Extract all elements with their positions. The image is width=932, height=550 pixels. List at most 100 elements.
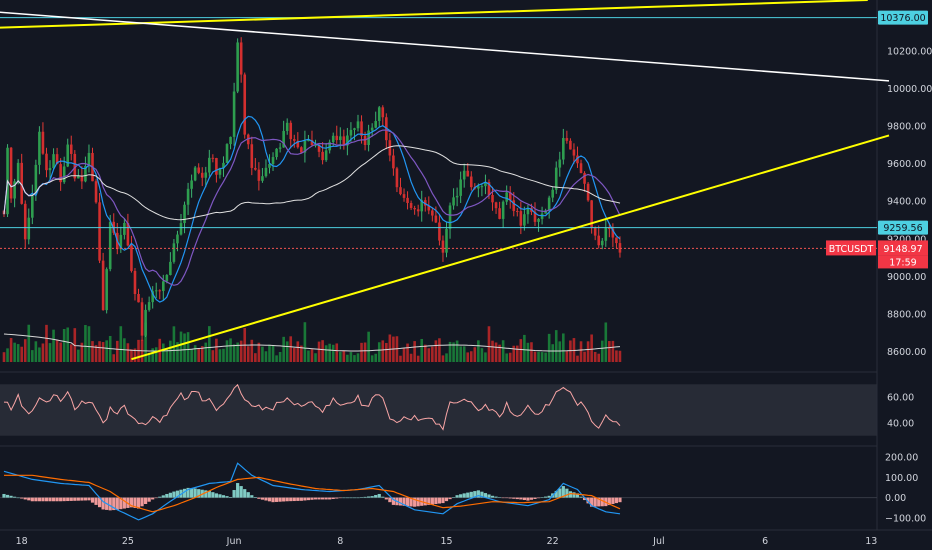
candle-body [9, 147, 13, 199]
candle-body [144, 309, 147, 336]
macd-histogram-bar [239, 486, 243, 498]
candle-body [20, 162, 23, 204]
volume-bar [9, 338, 13, 362]
volume-bar [144, 322, 147, 362]
volume-bar [183, 333, 186, 362]
volume-bar [193, 345, 197, 362]
volume-bar [533, 351, 537, 362]
macd-histogram-bar [345, 497, 349, 499]
macd-histogram-bar [444, 497, 449, 502]
candle-body [130, 245, 133, 271]
candle-body [317, 144, 321, 152]
candle-body [392, 155, 395, 169]
macd-histogram-bar [274, 497, 279, 502]
volume-bar [91, 341, 94, 362]
macd-histogram-bar [413, 497, 417, 507]
volume-bar [62, 328, 66, 362]
volume-bar [484, 352, 487, 362]
candle-body [23, 203, 27, 240]
macd-histogram-bar [466, 492, 470, 498]
time-axis[interactable]: 18 25 Jun 8 15 22 Jul 6 13 [16, 536, 878, 547]
volume-bar [608, 341, 611, 362]
horizontal-levels [0, 17, 877, 249]
volume-bar [554, 330, 558, 362]
candle-body [593, 227, 597, 236]
macd-line [3, 462, 621, 521]
candle-body [98, 202, 101, 261]
macd-histogram-bar [296, 497, 300, 501]
macd-histogram-bar [59, 497, 63, 502]
volume-bar [307, 350, 310, 362]
candle-body [179, 223, 183, 235]
candle-body [59, 164, 62, 183]
candle-body [590, 200, 593, 228]
volume-bar [165, 348, 169, 362]
macd-histogram-bar [342, 497, 346, 499]
candle-body [176, 234, 179, 244]
macd-histogram-bar [271, 497, 275, 503]
macd-histogram-bar [597, 497, 601, 507]
candle-body [519, 211, 523, 226]
macd-histogram-bar [41, 497, 45, 502]
time-tick-label: 15 [440, 536, 452, 547]
macd-histogram-bar [175, 490, 180, 498]
candle-body [409, 203, 413, 208]
volume-bar [261, 346, 264, 362]
price-tick-label: 9200.00 [887, 234, 926, 245]
volume-bar [126, 343, 130, 362]
candle-body [55, 154, 59, 165]
volume-bar [501, 340, 505, 362]
macd-histogram-bar [575, 493, 580, 498]
candle-body [314, 144, 317, 146]
macd-histogram-bar [331, 497, 335, 499]
candle-body [197, 167, 200, 173]
volume-bar [292, 347, 296, 362]
volume-bar [339, 351, 342, 362]
macd-histogram-bar [108, 497, 112, 511]
volume-bar [526, 342, 530, 362]
volume-bar [147, 352, 151, 362]
macd-histogram-bar [494, 496, 498, 498]
candle-body [69, 144, 73, 154]
volume-bar [211, 350, 215, 362]
candle-body [34, 164, 38, 195]
candle-body [558, 159, 562, 168]
candle-body [466, 170, 470, 177]
volume-bar [611, 340, 615, 362]
candle-body [87, 152, 91, 167]
macd-histogram-bar [147, 497, 151, 502]
candle-body [576, 155, 579, 164]
candle-body [204, 172, 208, 178]
macd-histogram-bar [236, 483, 240, 498]
volume-bar [402, 348, 406, 362]
macd-histogram-bar [586, 497, 590, 504]
volume-bar [41, 343, 45, 362]
volume-bar [45, 324, 48, 362]
price-axis[interactable]: 10200.00 10000.00 9800.00 9600.00 9400.00 920… [885, 46, 932, 524]
volume-bar [278, 352, 282, 362]
macd-histogram-bar [190, 488, 194, 498]
volume-bar [544, 352, 547, 362]
price-tick-label: 8800.00 [887, 310, 926, 321]
volume-bar [80, 342, 84, 362]
candle-body [374, 120, 377, 128]
volume-bar [551, 344, 554, 362]
ma-slow-line [3, 145, 621, 221]
macd-histogram-bar [480, 491, 484, 498]
volume-bar [452, 342, 455, 362]
candle-body [441, 240, 445, 253]
macd-histogram-bar [48, 497, 52, 502]
macd-histogram-bar [5, 494, 10, 498]
volume-bar [508, 352, 512, 362]
volume-bar [349, 352, 353, 362]
candle-body [356, 121, 360, 129]
candle-body [190, 180, 193, 189]
candle-body [246, 134, 250, 145]
candle-body [208, 157, 211, 173]
candle-body [278, 147, 282, 149]
candle-body [236, 42, 239, 92]
candle-body [307, 140, 310, 142]
candle-body [423, 200, 427, 206]
macd-histogram-bar [388, 497, 392, 503]
macd-histogram-bar [338, 497, 342, 499]
